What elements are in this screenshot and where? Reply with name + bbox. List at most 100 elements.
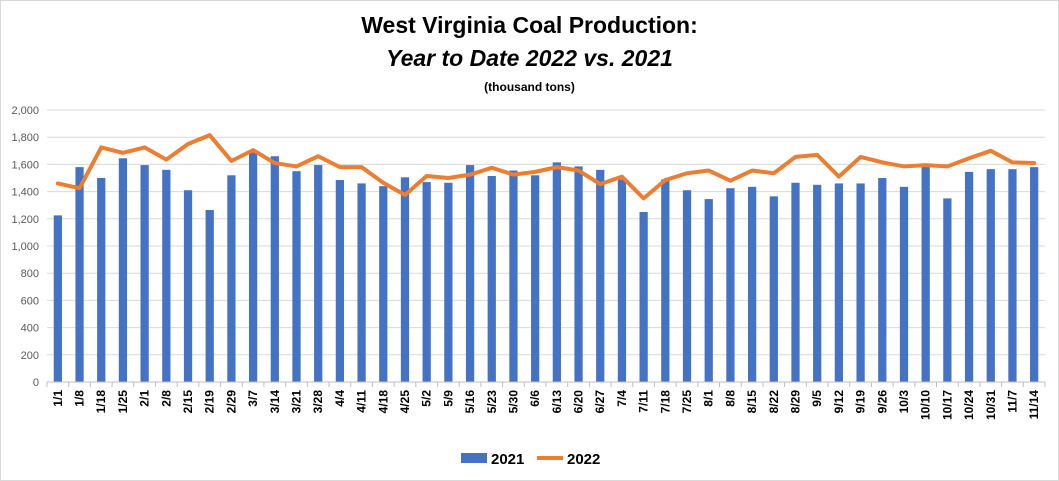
x-tick-label: 4/11 bbox=[355, 390, 369, 413]
x-tick-label: 6/20 bbox=[572, 390, 586, 414]
x-tick-label: 5/30 bbox=[506, 390, 520, 414]
bar-2021 bbox=[379, 186, 388, 382]
bar-2021 bbox=[596, 169, 605, 382]
x-axis bbox=[46, 381, 1046, 387]
bar-2021 bbox=[552, 162, 561, 382]
x-tick-label: 9/5 bbox=[810, 390, 824, 407]
bar-2021 bbox=[726, 188, 735, 382]
x-tick-label: 5/2 bbox=[420, 390, 434, 407]
x-tick-label: 1/1 bbox=[51, 390, 65, 407]
bar-2021 bbox=[335, 180, 345, 382]
chart-title: West Virginia Coal Production: bbox=[361, 12, 698, 38]
x-tick-label: 8/8 bbox=[723, 390, 737, 407]
y-tick-label: 1,600 bbox=[11, 159, 39, 171]
x-tick-label: 2/29 bbox=[224, 390, 238, 414]
bar-2021 bbox=[487, 175, 496, 382]
legend-label-2022: 2022 bbox=[567, 451, 600, 468]
bar-2021 bbox=[314, 165, 323, 382]
bar-2021 bbox=[813, 184, 822, 382]
unit-label: (thousand tons) bbox=[484, 80, 575, 94]
x-tick-label: 1/18 bbox=[94, 390, 108, 414]
x-tick-label: 8/15 bbox=[745, 390, 759, 414]
y-tick-label: 2,000 bbox=[11, 105, 39, 117]
bar-2021 bbox=[292, 171, 301, 382]
bar-2021 bbox=[444, 182, 453, 382]
x-tick-label: 1/8 bbox=[73, 390, 87, 407]
bar-2021 bbox=[834, 183, 844, 382]
bar-2021 bbox=[661, 179, 670, 382]
x-tick-label: 4/4 bbox=[333, 390, 347, 407]
x-tick-label: 6/13 bbox=[550, 390, 564, 414]
x-tick-label: 2/1 bbox=[138, 390, 152, 407]
bar-2021 bbox=[682, 190, 692, 382]
bar-2021 bbox=[856, 183, 865, 382]
bar-2021 bbox=[1030, 167, 1039, 382]
bar-2021 bbox=[53, 215, 62, 382]
x-tick-label: 5/9 bbox=[441, 390, 455, 407]
x-tick-label: 5/23 bbox=[485, 390, 499, 414]
bar-2021 bbox=[357, 183, 366, 382]
x-tick-label: 5/16 bbox=[463, 390, 477, 414]
line-2022 bbox=[55, 133, 1037, 201]
x-tick-label: 4/25 bbox=[398, 390, 412, 414]
bar-2021 bbox=[162, 169, 171, 382]
x-tick-label: 9/26 bbox=[875, 390, 889, 414]
bar-2021 bbox=[617, 179, 627, 382]
chart-subtitle: Year to Date 2022 vs. 2021 bbox=[386, 45, 673, 71]
bar-2021 bbox=[140, 165, 149, 382]
x-tick-label: 10/17 bbox=[940, 390, 954, 420]
x-tick-label: 4/18 bbox=[376, 390, 390, 414]
x-tick-label: 1/25 bbox=[116, 390, 130, 414]
x-tick-label: 10/31 bbox=[984, 390, 998, 420]
bar-2021 bbox=[183, 190, 193, 382]
x-tick-label: 3/21 bbox=[290, 390, 304, 414]
x-tick-label: 7/25 bbox=[680, 390, 694, 414]
bar-series-2021 bbox=[53, 152, 1039, 382]
y-tick-label: 200 bbox=[21, 350, 39, 362]
x-tick-label: 9/19 bbox=[854, 390, 868, 414]
x-tick-label: 7/18 bbox=[658, 390, 672, 414]
bar-2021 bbox=[899, 186, 909, 382]
gridlines bbox=[47, 109, 1045, 356]
x-tick-label: 7/4 bbox=[615, 390, 629, 407]
bar-2021 bbox=[248, 152, 258, 382]
x-tick-label: 8/29 bbox=[789, 390, 803, 414]
y-tick-label: 1,400 bbox=[11, 187, 39, 199]
y-tick-label: 1,200 bbox=[11, 214, 39, 226]
y-tick-label: 0 bbox=[33, 377, 39, 389]
y-axis-ticks: 0 200 400 600 800 1,000 1,200 1,400 1,600 1,800 2,… bbox=[11, 105, 39, 389]
x-tick-label: 3/28 bbox=[311, 390, 325, 414]
bar-2021 bbox=[704, 199, 713, 382]
y-tick-label: 600 bbox=[21, 295, 39, 307]
bar-2021 bbox=[943, 198, 952, 382]
bar-2021 bbox=[878, 178, 887, 382]
bar-2021 bbox=[205, 209, 214, 382]
bar-2021 bbox=[509, 170, 518, 382]
bar-2021 bbox=[465, 165, 475, 382]
x-tick-label: 6/6 bbox=[528, 390, 542, 407]
bar-2021 bbox=[422, 182, 431, 382]
legend-label-2021: 2021 bbox=[491, 451, 524, 468]
bar-2021 bbox=[400, 177, 410, 382]
x-tick-label: 10/10 bbox=[919, 390, 933, 420]
line-series-2022 bbox=[55, 133, 1037, 201]
y-tick-label: 400 bbox=[21, 323, 39, 335]
x-tick-label: 2/8 bbox=[159, 390, 173, 407]
x-tick-label: 2/15 bbox=[181, 390, 195, 414]
bar-2021 bbox=[1008, 169, 1017, 382]
legend: 2021 2022 bbox=[461, 451, 600, 468]
bar-2021 bbox=[227, 175, 236, 382]
bar-2021 bbox=[97, 178, 106, 382]
x-tick-label: 11/14 bbox=[1027, 390, 1041, 420]
bar-2021 bbox=[531, 175, 540, 382]
bar-2021 bbox=[921, 165, 930, 382]
bar-2021 bbox=[986, 169, 995, 382]
x-tick-label: 11/7 bbox=[1005, 390, 1019, 413]
bar-2021 bbox=[118, 158, 128, 382]
bar-2021 bbox=[769, 196, 778, 382]
y-tick-label: 800 bbox=[21, 268, 39, 280]
x-tick-label: 8/22 bbox=[767, 390, 781, 414]
bar-2021 bbox=[639, 212, 648, 382]
x-tick-label: 2/19 bbox=[203, 390, 217, 414]
